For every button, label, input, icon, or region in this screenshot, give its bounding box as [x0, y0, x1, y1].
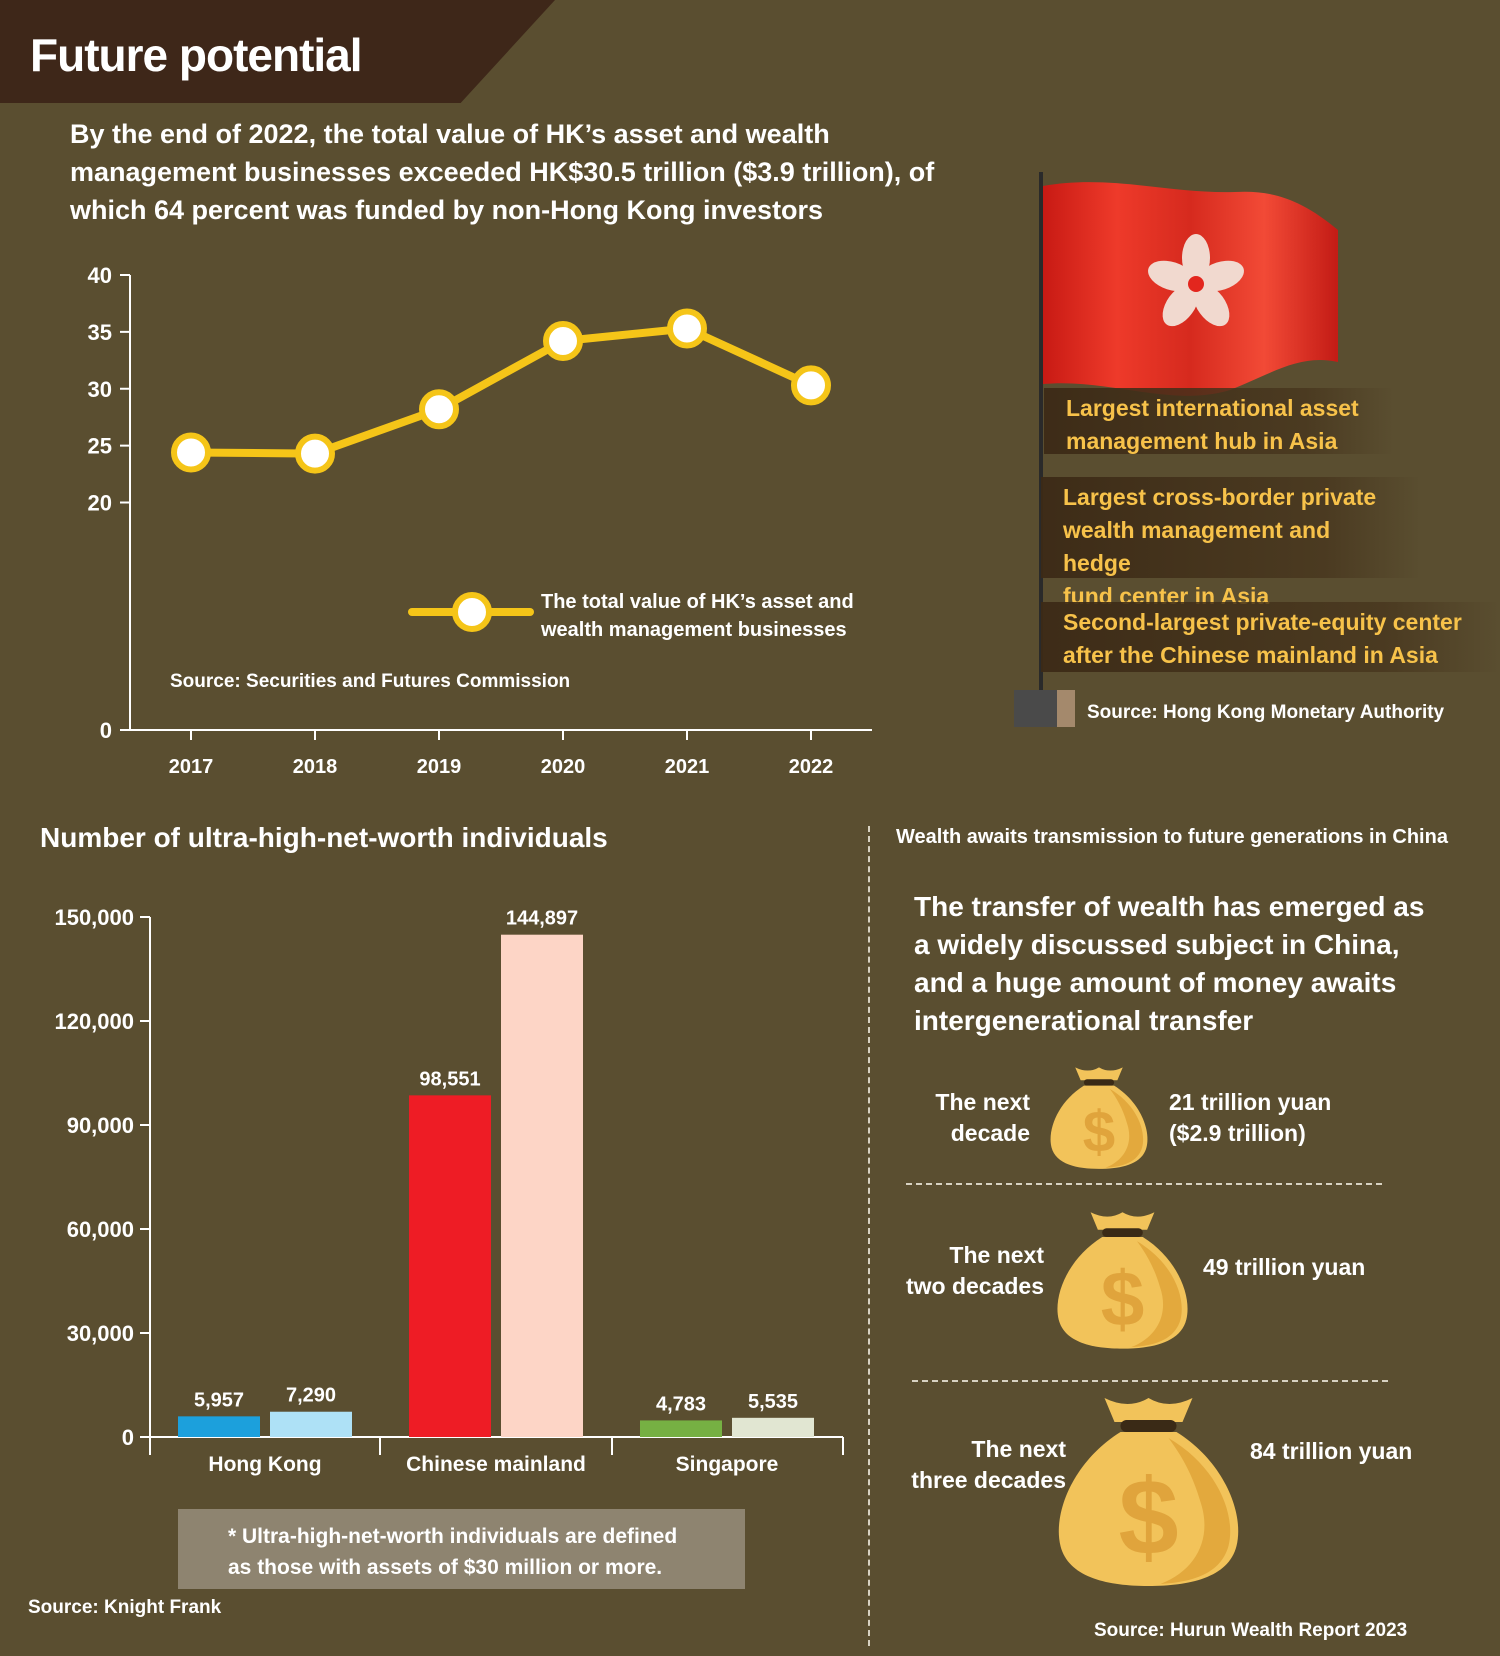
amount-decade: 21 trillion yuan ($2.9 trillion)	[1169, 1089, 1332, 1146]
period-two-decades: The next two decades	[905, 1242, 1044, 1299]
amount-three-decades: 84 trillion yuan	[1250, 1438, 1413, 1464]
line-y-tick-label: 35	[88, 320, 112, 345]
svg-text:$: $	[1118, 1456, 1178, 1577]
row-separator-1	[906, 1183, 1382, 1185]
line-point-2018	[295, 433, 335, 474]
bar-y-tick-label: 30,000	[67, 1321, 134, 1346]
fact-2-line2: wealth management and hedge	[1063, 517, 1331, 576]
amount-two-decades: 49 trillion yuan	[1203, 1254, 1366, 1280]
fact-2-line1: Largest cross-border private	[1063, 484, 1377, 510]
line-x-tick-label: 2019	[417, 756, 462, 778]
uhnwi-definition-note: * Ultra-high-net-worth individuals are d…	[178, 1509, 745, 1589]
svg-text:$: $	[1101, 1254, 1145, 1342]
bar-singapore-2	[732, 1417, 814, 1437]
line-chart-source: Source: Securities and Futures Commissio…	[170, 671, 570, 692]
note-line2: as those with assets of $30 million or m…	[228, 1556, 663, 1579]
line-chart: 0 20 25 30 35 40 2017 2018 2019 2020 2021 2022 The …	[88, 263, 872, 778]
line-point-2020	[543, 320, 583, 361]
bar-chart-title: Number of ultra-high-net-worth individua…	[40, 822, 608, 853]
line-y-tick-label: 20	[88, 491, 112, 516]
bar-y-tick-label: 150,000	[54, 905, 134, 930]
money-bag-icon: $	[1050, 1067, 1148, 1169]
bar-hong-kong-1	[178, 1416, 260, 1437]
line-point-2021	[667, 308, 707, 349]
bar-category-label: Singapore	[676, 1453, 779, 1476]
fact-1-line2: management hub in Asia	[1066, 428, 1338, 454]
line-series-path	[190, 324, 813, 458]
wealth-transfer-source: Source: Hurun Wealth Report 2023	[1094, 1620, 1408, 1641]
bar-chinese-mainland-2	[501, 934, 583, 1437]
bar-value-label: 5,957	[194, 1389, 244, 1411]
bar-chart: 0 30,000 60,000 90,000 120,000 150,000 5,957 7…	[54, 905, 844, 1476]
page-title: Future potential	[30, 29, 363, 81]
bar-value-label: 5,535	[748, 1391, 798, 1413]
line-x-tick-label: 2021	[665, 756, 710, 778]
period-decade: The next decade	[935, 1089, 1030, 1146]
hong-kong-flag-icon	[1014, 172, 1338, 727]
fact-box-2: Largest cross-border private wealth mana…	[1041, 477, 1421, 609]
line-x-tick-label: 2020	[541, 756, 586, 778]
bar-y-tick-label: 60,000	[67, 1217, 134, 1242]
bar-singapore-1	[640, 1420, 722, 1437]
wealth-transfer-heading: Wealth awaits transmission to future gen…	[896, 826, 1448, 848]
line-x-tick-label: 2022	[789, 756, 834, 778]
bar-chart-bars: 5,957 7,290 Hong Kong 98,551 144,897 Chinese …	[178, 908, 814, 1476]
bar-chinese-mainland-1	[409, 1095, 491, 1437]
bar-chart-axes: 0 30,000 60,000 90,000 120,000 150,000	[54, 905, 844, 1455]
line-chart-ticks: 0 20 25 30 35 40 2017 2018 2019 2020 2021 2022	[88, 263, 834, 778]
line-chart-series	[171, 308, 831, 474]
line-point-2022	[791, 365, 831, 406]
bar-y-tick-label: 90,000	[67, 1113, 134, 1138]
line-y-tick-label: 30	[88, 377, 112, 402]
line-y-tick-label: 40	[88, 263, 112, 288]
fact-box-1: Largest international asset management h…	[1044, 388, 1394, 454]
line-point-2017	[171, 432, 211, 473]
svg-text:$: $	[1083, 1100, 1115, 1165]
period-three-decades: The next three decades	[911, 1436, 1066, 1493]
legend-marker	[452, 592, 492, 632]
fact-box-3: Second-largest private-equity center aft…	[1041, 602, 1500, 672]
hk-facts-source: Source: Hong Kong Monetary Authority	[1087, 702, 1445, 723]
section-divider	[868, 826, 870, 1646]
money-bag-icon: $	[1057, 1212, 1188, 1349]
money-bag-icon: $	[1058, 1398, 1239, 1586]
bar-y-tick-label: 0	[122, 1425, 134, 1450]
legend-label-line2: wealth management businesses	[540, 619, 847, 641]
page-subtitle: By the end of 2022, the total value of H…	[70, 119, 935, 225]
wealth-transfer-text: The transfer of wealth has emerged as a …	[914, 891, 1425, 1036]
row-separator-2	[912, 1380, 1388, 1382]
fact-3-line1: Second-largest private-equity center	[1063, 609, 1462, 635]
line-y-tick-label: 0	[100, 718, 112, 743]
line-x-tick-label: 2017	[169, 756, 214, 778]
fact-3-line2: after the Chinese mainland in Asia	[1063, 642, 1438, 668]
bar-category-label: Hong Kong	[208, 1453, 321, 1476]
bar-chart-source: Source: Knight Frank	[28, 1597, 222, 1618]
bar-category-label: Chinese mainland	[406, 1453, 586, 1476]
line-point-2019	[419, 389, 459, 430]
line-x-tick-label: 2018	[293, 756, 338, 778]
line-y-tick-label: 25	[88, 434, 112, 459]
bar-hong-kong-2	[270, 1411, 352, 1437]
bar-value-label: 98,551	[419, 1068, 480, 1090]
legend-label-line1: The total value of HK’s asset and	[541, 591, 854, 613]
note-line1: * Ultra-high-net-worth individuals are d…	[228, 1525, 678, 1548]
fact-1-line1: Largest international asset	[1066, 395, 1359, 421]
bar-value-label: 144,897	[506, 908, 578, 930]
bar-value-label: 4,783	[656, 1393, 706, 1415]
bauhinia-icon	[1148, 234, 1244, 327]
title-banner	[0, 0, 555, 103]
line-chart-legend: The total value of HK’s asset and wealth…	[408, 591, 854, 641]
line-chart-axes	[129, 275, 872, 731]
bar-y-tick-label: 120,000	[54, 1009, 134, 1034]
bar-value-label: 7,290	[286, 1385, 336, 1407]
